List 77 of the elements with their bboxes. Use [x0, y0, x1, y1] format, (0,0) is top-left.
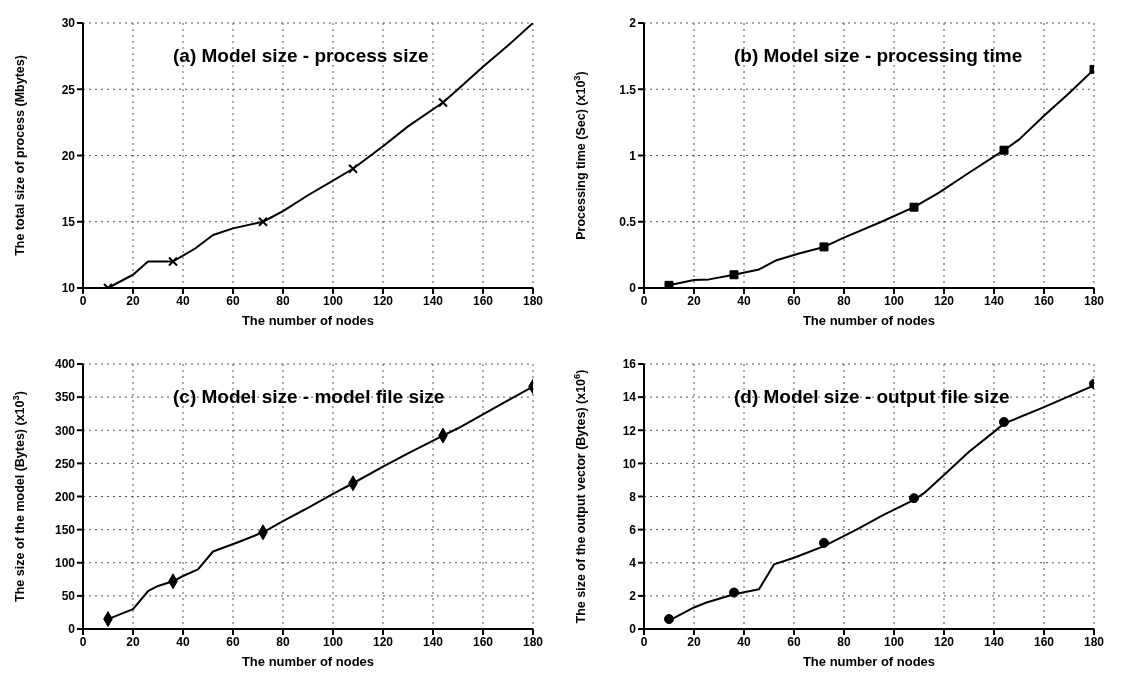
y-tick-label: 6 — [629, 522, 637, 537]
y-tick-label: 0 — [68, 622, 76, 637]
x-axis-title: The number of nodes — [802, 313, 936, 328]
y-tick-label: 100 — [54, 556, 76, 571]
text: (c) Model size - model file size — [173, 386, 445, 408]
x-tick-label: 180 — [1083, 293, 1105, 308]
y-tick-label: 4 — [629, 556, 637, 571]
x-tick-label: 20 — [126, 293, 140, 308]
x-tick-label: 0 — [640, 634, 648, 649]
x-tick-label: 60 — [787, 634, 801, 649]
x-tick-label: 180 — [1083, 634, 1105, 649]
y-tick-label: 400 — [54, 357, 76, 372]
x-tick-label: 100 — [322, 634, 344, 649]
y-tick-label: 0 — [629, 622, 637, 637]
x-tick-label: 120 — [933, 634, 955, 649]
y-tick-label: 1 — [629, 148, 637, 163]
x-axis-title: The number of nodes — [241, 654, 375, 669]
x-tick-label: 40 — [176, 293, 190, 308]
x-tick-label: 40 — [737, 293, 751, 308]
x-tick-label: 0 — [640, 293, 648, 308]
x-tick-label: 100 — [322, 293, 344, 308]
y-tick-label: 8 — [629, 489, 637, 504]
x-tick-label: 0 — [79, 293, 87, 308]
x-tick-label: 80 — [837, 634, 851, 649]
x-axis-title: The number of nodes — [802, 654, 936, 669]
y-tick-label: 25 — [61, 82, 76, 97]
y-tick-label: 250 — [54, 456, 76, 471]
y-tick-label: 2 — [629, 16, 637, 31]
y-tick-label: 16 — [622, 357, 637, 372]
y-tick-label: 50 — [61, 589, 76, 604]
x-tick-label: 60 — [226, 634, 240, 649]
x-tick-label: 160 — [472, 634, 494, 649]
y-tick-label: 200 — [54, 489, 76, 504]
y-tick-label: 10 — [61, 281, 76, 296]
x-tick-label: 160 — [1033, 293, 1055, 308]
x-tick-label: 20 — [687, 634, 701, 649]
x-tick-label: 160 — [1033, 634, 1055, 649]
y-tick-label: 300 — [54, 423, 76, 438]
y-tick-label: 10 — [622, 456, 637, 471]
x-tick-label: 20 — [126, 634, 140, 649]
y-tick-label: 0.5 — [619, 215, 637, 230]
y-tick-label: 30 — [61, 16, 76, 31]
x-tick-label: 0 — [79, 634, 87, 649]
y-tick-label: 0 — [629, 281, 637, 296]
y-tick-label: 12 — [622, 423, 637, 438]
x-tick-label: 20 — [687, 293, 701, 308]
x-tick-label: 80 — [276, 634, 290, 649]
y-tick-label: 2 — [629, 589, 637, 604]
x-tick-label: 40 — [176, 634, 190, 649]
x-tick-label: 120 — [933, 293, 955, 308]
x-tick-label: 80 — [837, 293, 851, 308]
x-tick-label: 100 — [883, 293, 905, 308]
x-axis-title: The number of nodes — [241, 313, 375, 328]
y-tick-label: 1.5 — [619, 82, 637, 97]
y-axis-title: The total size of process (Mbytes) — [13, 55, 27, 256]
y-tick-label: 15 — [61, 215, 76, 230]
y-tick-label: 350 — [54, 390, 76, 405]
text: (d) Model size - output file size — [734, 386, 1010, 408]
x-tick-label: 140 — [422, 293, 444, 308]
x-tick-label: 140 — [422, 634, 444, 649]
y-tick-label: 150 — [54, 522, 76, 537]
x-tick-label: 140 — [983, 634, 1005, 649]
x-tick-label: 60 — [787, 293, 801, 308]
y-tick-label: 20 — [61, 148, 76, 163]
x-tick-label: 80 — [276, 293, 290, 308]
text: (b) Model size - processing time — [734, 45, 1023, 67]
x-tick-label: 40 — [737, 634, 751, 649]
x-tick-label: 120 — [372, 293, 394, 308]
x-tick-label: 180 — [522, 293, 544, 308]
x-tick-label: 100 — [883, 634, 905, 649]
x-tick-label: 60 — [226, 293, 240, 308]
x-tick-label: 180 — [522, 634, 544, 649]
x-tick-label: 160 — [472, 293, 494, 308]
text: (a) Model size - process size — [173, 45, 429, 67]
x-tick-label: 140 — [983, 293, 1005, 308]
x-tick-label: 120 — [372, 634, 394, 649]
y-tick-label: 14 — [622, 390, 637, 405]
